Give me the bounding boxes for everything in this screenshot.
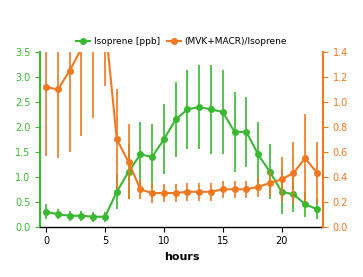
Legend: Isoprene [ppb], (MVK+MACR)/Isoprene: Isoprene [ppb], (MVK+MACR)/Isoprene xyxy=(73,34,290,50)
X-axis label: hours: hours xyxy=(164,252,199,262)
